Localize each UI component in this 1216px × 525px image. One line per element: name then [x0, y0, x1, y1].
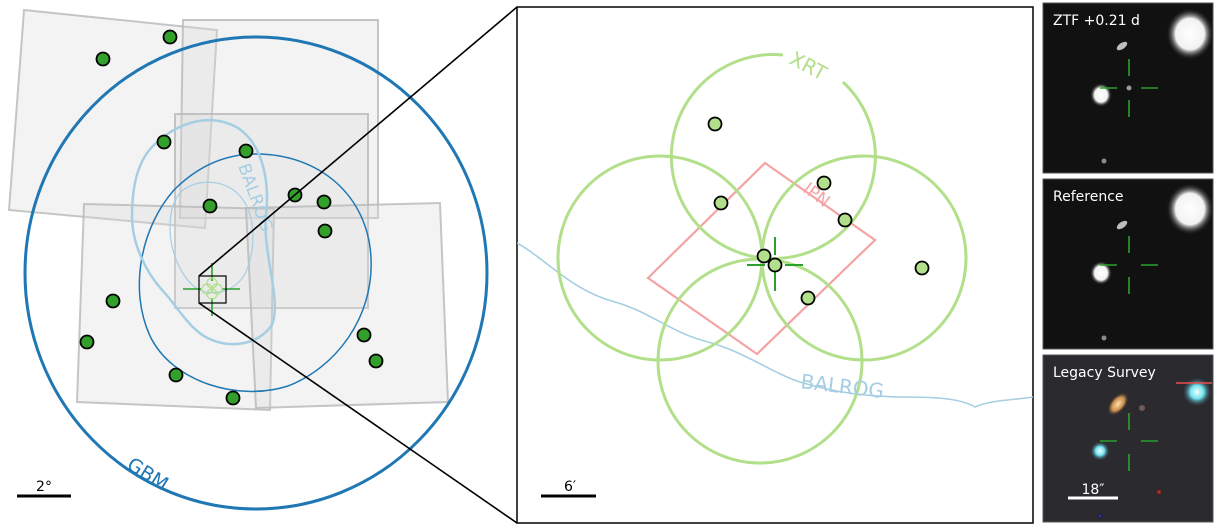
survey-tile [178, 19, 379, 219]
survey-tile [244, 201, 450, 410]
source-marker [914, 260, 930, 276]
source-marker [95, 51, 111, 67]
legacy-scalebar: 18″ [1068, 482, 1118, 500]
wide-panel: GBM BALROG [7, 8, 489, 511]
source-marker [162, 29, 178, 45]
reference-crosshair [1100, 236, 1158, 294]
source-marker [767, 257, 783, 273]
source-marker [816, 175, 832, 191]
ztf-crosshair [1100, 59, 1158, 117]
source-marker [837, 212, 853, 228]
cutout-label-ztf: ZTF +0.21 d [1053, 13, 1140, 29]
source-marker [368, 353, 384, 369]
source-marker [317, 223, 333, 239]
ipn-box [646, 161, 877, 356]
legacy-crosshair [1100, 413, 1158, 471]
survey-tile [174, 113, 369, 309]
gbm-contour [23, 35, 489, 511]
zoom-panel: XRT IPN BALROG 6′ [516, 6, 1034, 524]
zoom-box [198, 275, 227, 304]
source-marker [202, 198, 218, 214]
cutout-legacy: Legacy Survey 18″ [1042, 354, 1214, 523]
survey-tile [7, 8, 219, 230]
wide-scale-label: 2° [36, 479, 52, 495]
cutout-reference: Reference [1042, 178, 1214, 350]
source-marker [713, 195, 729, 211]
source-marker [756, 248, 772, 264]
xrt-mini-circles [201, 277, 223, 300]
zoom-crosshair [747, 237, 803, 291]
source-marker [225, 390, 241, 406]
source-marker [356, 327, 372, 343]
source-marker [316, 194, 332, 210]
source-marker [156, 134, 172, 150]
cutout-label-reference: Reference [1053, 189, 1124, 205]
source-marker [800, 290, 816, 306]
survey-tiles [7, 8, 450, 412]
zoom-sources [707, 116, 930, 306]
balrog-contour-zoom [517, 242, 1033, 408]
zoom-connectors [198, 6, 518, 524]
source-marker [79, 334, 95, 350]
source-marker [238, 143, 254, 159]
xrt-circle-top [669, 53, 877, 261]
gbm-inner-contour [138, 153, 372, 393]
zoom-scalebar: 6′ [541, 479, 596, 498]
source-marker [105, 293, 121, 309]
cutout-ztf: ZTF +0.21 d [1042, 2, 1214, 174]
wide-scalebar: 2° [17, 479, 71, 498]
zoom-scale-label: 6′ [564, 479, 576, 495]
source-marker [168, 367, 184, 383]
source-marker [707, 116, 723, 132]
cutout-label-legacy: Legacy Survey [1053, 365, 1156, 381]
legacy-scale-label: 18″ [1081, 482, 1104, 498]
balrog-contour-outer [130, 119, 277, 346]
